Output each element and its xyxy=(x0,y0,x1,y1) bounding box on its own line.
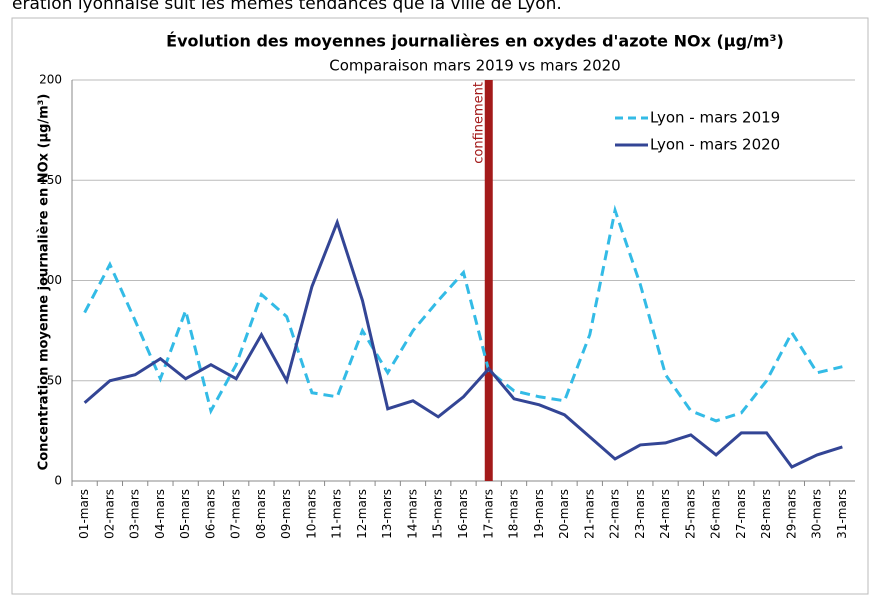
x-tick-label: 19-mars xyxy=(532,489,546,539)
y-tick-label: 0 xyxy=(54,474,62,488)
series-line xyxy=(83,217,843,469)
x-tick-label: 21-mars xyxy=(582,489,596,539)
x-tick-label: 04-mars xyxy=(153,489,167,539)
x-tick-label: 31-mars xyxy=(835,489,849,539)
x-tick-label: 09-mars xyxy=(279,489,293,539)
y-tick-label: 100 xyxy=(39,273,62,287)
x-tick-label: 03-mars xyxy=(128,489,142,539)
x-tick-label: 30-mars xyxy=(810,489,824,539)
y-tick-label: 200 xyxy=(39,73,62,87)
x-tick-label: 06-mars xyxy=(203,489,217,539)
x-tick-label: 29-mars xyxy=(784,489,798,539)
chart-title: Évolution des moyennes journalières en o… xyxy=(166,32,784,51)
chart-frame xyxy=(11,17,869,595)
x-tick-label: 16-mars xyxy=(456,489,470,539)
x-tick-label: 22-mars xyxy=(608,489,622,539)
x-tick-label: 13-mars xyxy=(380,489,394,539)
x-tick-label: 10-mars xyxy=(304,489,318,539)
y-tick-label: 50 xyxy=(47,373,62,387)
x-tick-label: 25-mars xyxy=(683,489,697,539)
x-tick-label: 08-mars xyxy=(254,489,268,539)
chart-subtitle: Comparaison mars 2019 vs mars 2020 xyxy=(329,57,620,75)
y-tick-label: 150 xyxy=(39,173,62,187)
x-tick-label: 07-mars xyxy=(229,489,243,539)
x-tick-label: 01-mars xyxy=(77,489,91,539)
x-tick-label: 18-mars xyxy=(507,489,521,539)
y-axis-label: Concentration moyenne journalière en NOx… xyxy=(37,94,52,471)
x-tick-label: 27-mars xyxy=(734,489,748,539)
x-tick-label: 15-mars xyxy=(431,489,445,539)
x-tick-label: 26-mars xyxy=(709,489,723,539)
x-tick-label: 28-mars xyxy=(759,489,773,539)
x-tick-label: 17-mars xyxy=(481,489,495,539)
x-tick-label: 20-mars xyxy=(557,489,571,539)
x-tick-label: 02-mars xyxy=(102,489,116,539)
x-tick-label: 24-mars xyxy=(658,489,672,539)
x-tick-label: 14-mars xyxy=(405,489,419,539)
x-tick-label: 23-mars xyxy=(633,489,647,539)
x-tick-label: 11-mars xyxy=(330,489,344,539)
x-tick-label: 12-mars xyxy=(355,489,369,539)
caption: ération lyonnaise suit les mêmes tendanc… xyxy=(12,0,562,14)
legend-label: Lyon - mars 2020 xyxy=(650,136,780,154)
series-line xyxy=(83,204,843,423)
legend-label: Lyon - mars 2019 xyxy=(650,109,780,127)
x-tick-label: 05-mars xyxy=(178,489,192,539)
annotation-label: confinement xyxy=(471,82,486,164)
